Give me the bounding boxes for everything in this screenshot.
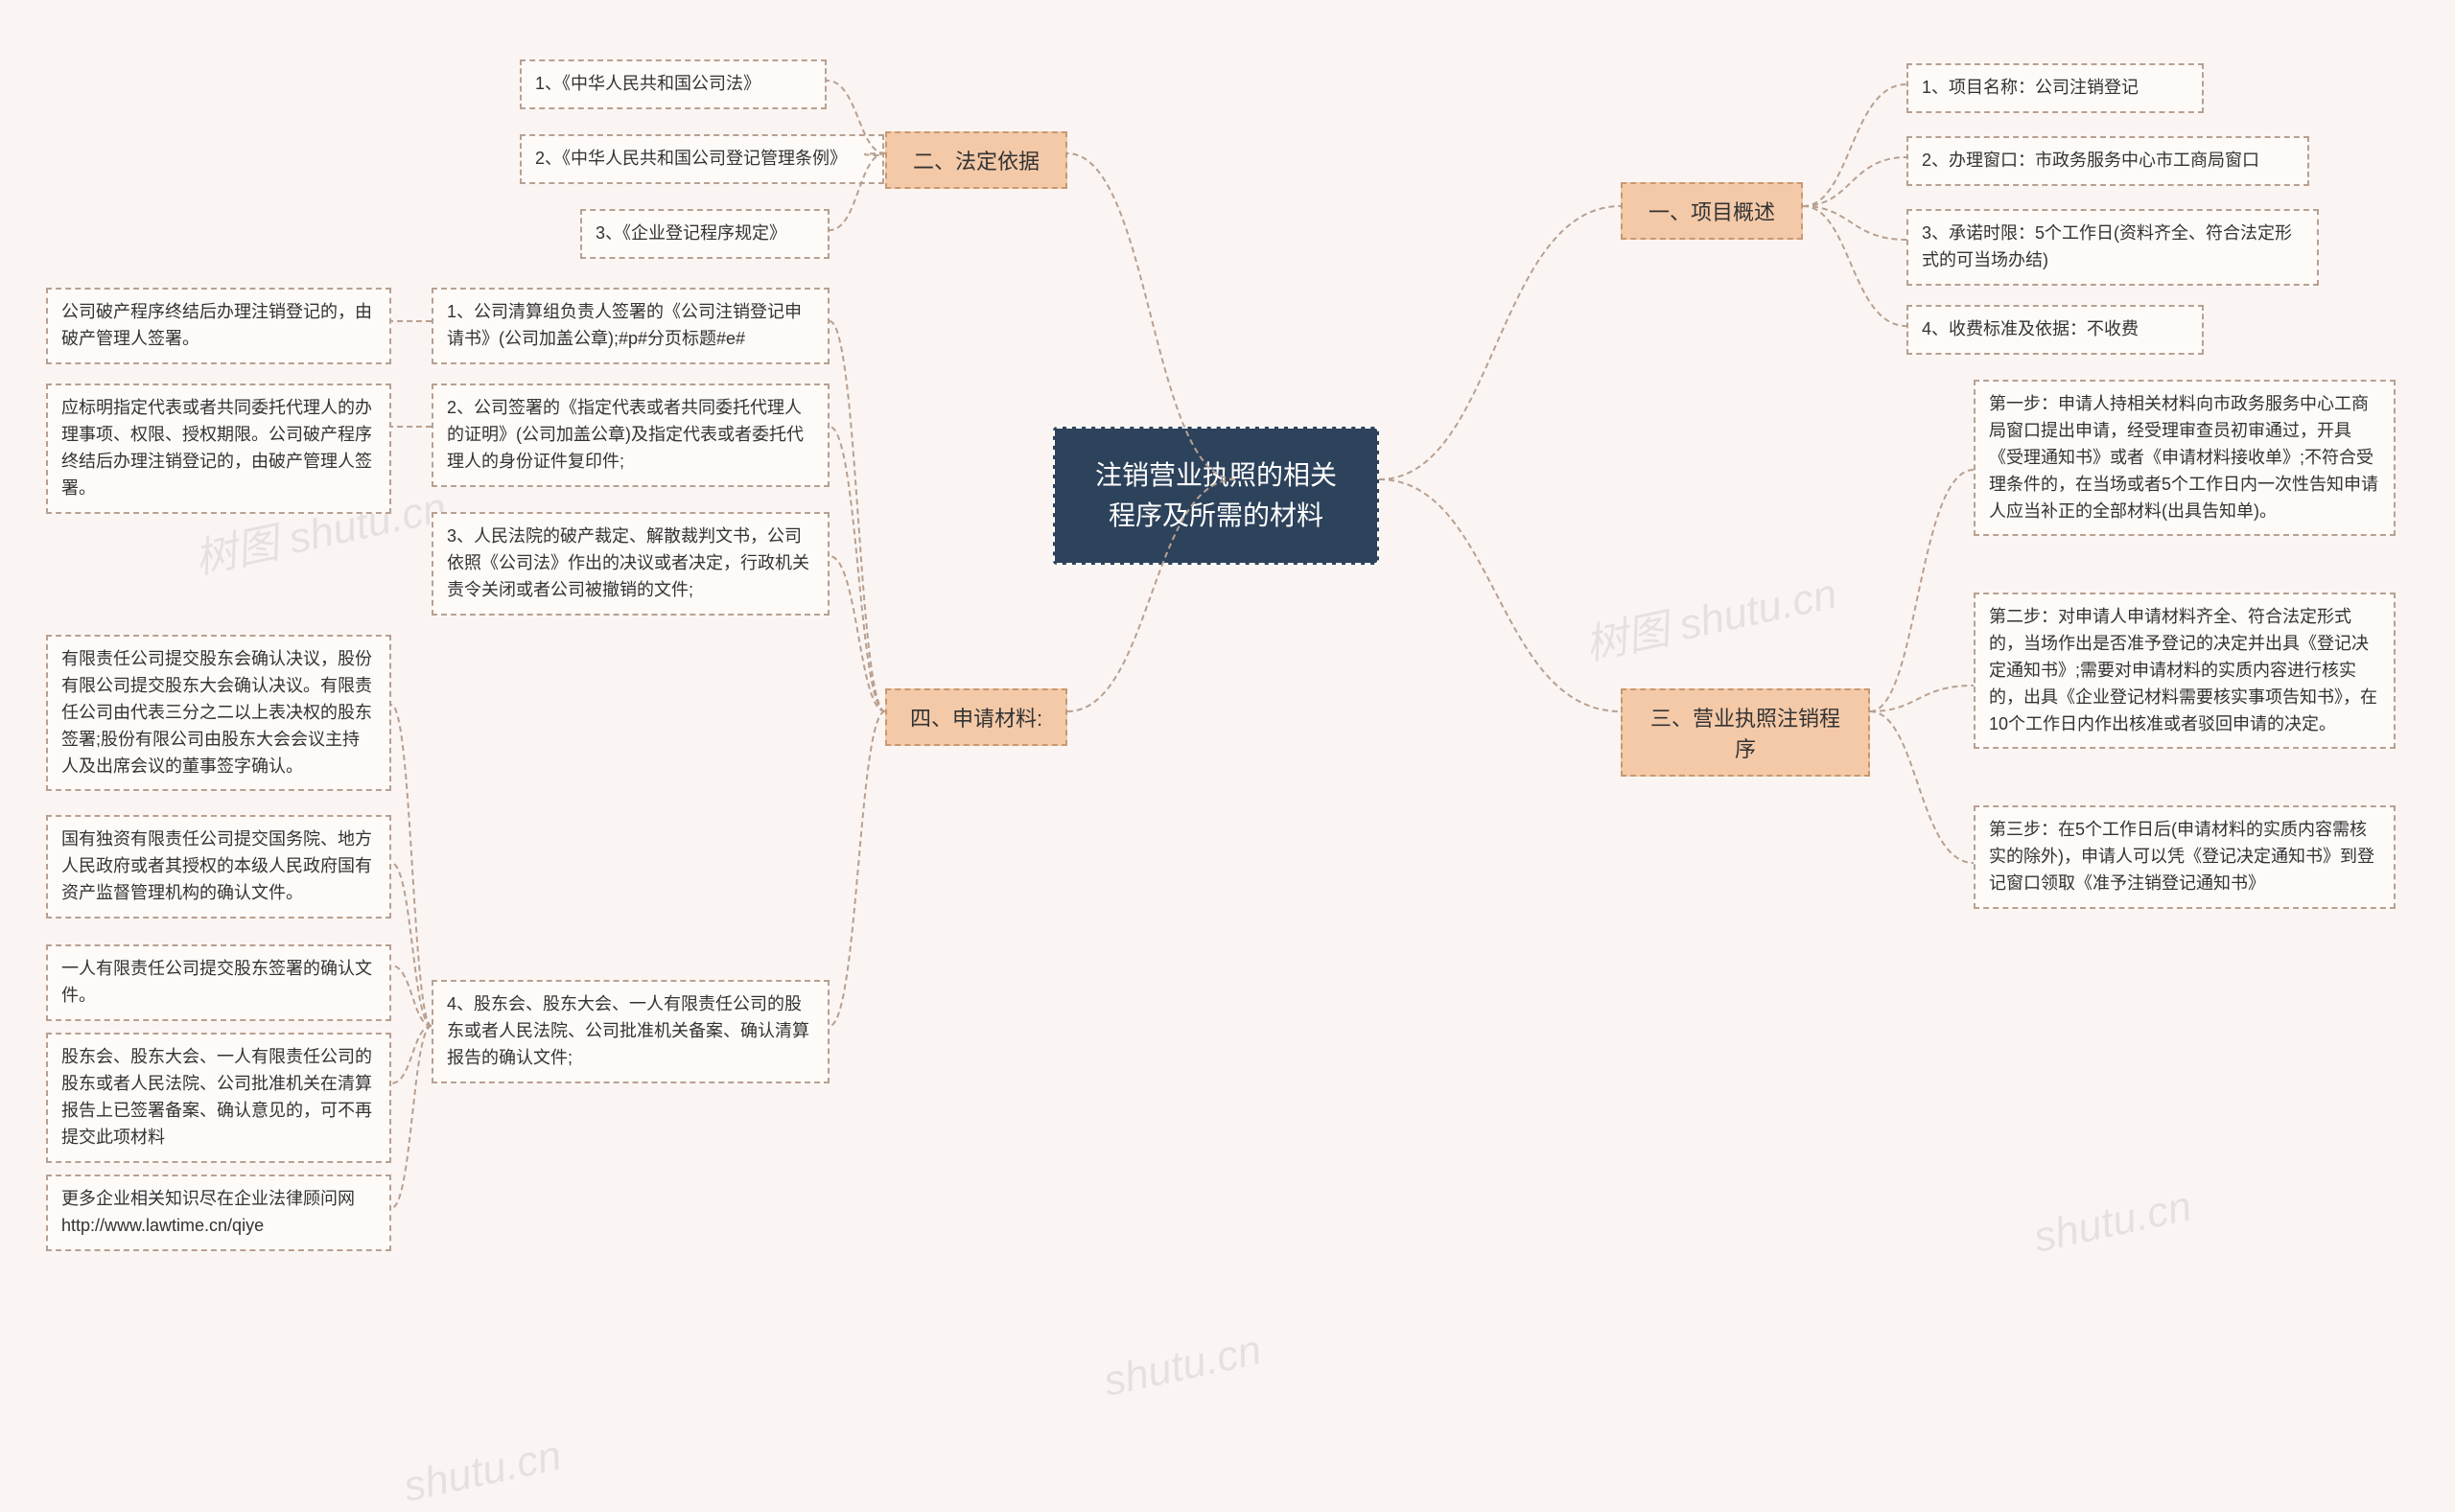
watermark: 树图 shutu.cn (1578, 559, 1841, 672)
leaf-text: 2、办理窗口：市政务服务中心市工商局窗口 (1922, 151, 2259, 170)
leaf-b1-3: 3、承诺时限：5个工作日(资料齐全、符合法定形式的可当场办结) (1906, 209, 2319, 286)
leaf-b4-4e: 更多企业相关知识尽在企业法律顾问网http://www.lawtime.cn/q… (46, 1175, 391, 1251)
leaf-text: 3、承诺时限：5个工作日(资料齐全、符合法定形式的可当场办结) (1922, 223, 2292, 269)
branch-3-label: 三、营业执照注销程序 (1650, 707, 1840, 761)
watermark: shutu.cn (1100, 1326, 1266, 1406)
leaf-text: 国有独资有限责任公司提交国务院、地方人民政府或者其授权的本级人民政府国有资产监督… (61, 829, 372, 902)
leaf-b1-4: 4、收费标准及依据：不收费 (1906, 305, 2204, 355)
leaf-b1-2: 2、办理窗口：市政务服务中心市工商局窗口 (1906, 136, 2309, 186)
leaf-text: 1、项目名称：公司注销登记 (1922, 78, 2139, 97)
leaf-b2-2: 2、《中华人民共和国公司登记管理条例》 (520, 134, 884, 184)
leaf-text: 1、《中华人民共和国公司法》 (535, 74, 760, 93)
leaf-text: 2、公司签署的《指定代表或者共同委托代理人的证明》(公司加盖公章)及指定代表或者… (447, 398, 804, 471)
leaf-text: 有限责任公司提交股东会确认决议，股份有限公司提交股东大会确认决议。有限责任公司由… (61, 649, 372, 776)
leaf-text: 第二步：对申请人申请材料齐全、符合法定形式的，当场作出是否准予登记的决定并出具《… (1989, 607, 2377, 733)
leaf-b1-1: 1、项目名称：公司注销登记 (1906, 63, 2204, 113)
leaf-b4-1: 1、公司清算组负责人签署的《公司注销登记申请书》(公司加盖公章);#p#分页标题… (432, 288, 830, 364)
leaf-text: 3、人民法院的破产裁定、解散裁判文书，公司依照《公司法》作出的决议或者决定，行政… (447, 526, 809, 599)
branch-1-label: 一、项目概述 (1648, 200, 1775, 224)
watermark: shutu.cn (400, 1431, 566, 1511)
leaf-b3-1: 第一步：申请人持相关材料向市政务服务中心工商局窗口提出申请，经受理审查员初审通过… (1974, 380, 2396, 536)
leaf-text: 股东会、股东大会、一人有限责任公司的股东或者人民法院、公司批准机关在清算报告上已… (61, 1047, 372, 1147)
leaf-text: 公司破产程序终结后办理注销登记的，由破产管理人签署。 (61, 302, 372, 348)
leaf-text: 4、股东会、股东大会、一人有限责任公司的股东或者人民法院、公司批准机关备案、确认… (447, 994, 809, 1067)
branch-2-label: 二、法定依据 (913, 150, 1040, 174)
watermark: shutu.cn (2030, 1182, 2196, 1262)
leaf-text: 第一步：申请人持相关材料向市政务服务中心工商局窗口提出申请，经受理审查员初审通过… (1989, 394, 2378, 521)
leaf-b4-4d: 股东会、股东大会、一人有限责任公司的股东或者人民法院、公司批准机关在清算报告上已… (46, 1033, 391, 1163)
leaf-b3-3: 第三步：在5个工作日后(申请材料的实质内容需核实的除外)，申请人可以凭《登记决定… (1974, 805, 2396, 909)
leaf-text: 1、公司清算组负责人签署的《公司注销登记申请书》(公司加盖公章);#p#分页标题… (447, 302, 802, 348)
leaf-b4-1a: 公司破产程序终结后办理注销登记的，由破产管理人签署。 (46, 288, 391, 364)
branch-4: 四、申请材料: (885, 688, 1067, 746)
leaf-text: 3、《企业登记程序规定》 (596, 223, 786, 243)
leaf-b4-4b: 国有独资有限责任公司提交国务院、地方人民政府或者其授权的本级人民政府国有资产监督… (46, 815, 391, 919)
leaf-b4-4a: 有限责任公司提交股东会确认决议，股份有限公司提交股东大会确认决议。有限责任公司由… (46, 635, 391, 791)
leaf-text: 应标明指定代表或者共同委托代理人的办理事项、权限、授权期限。公司破产程序终结后办… (61, 398, 372, 498)
leaf-text: 4、收费标准及依据：不收费 (1922, 319, 2139, 338)
root-text: 注销营业执照的相关程序及所需的材料 (1095, 460, 1337, 530)
branch-2: 二、法定依据 (885, 131, 1067, 189)
leaf-text: 一人有限责任公司提交股东签署的确认文件。 (61, 959, 372, 1005)
root-node: 注销营业执照的相关程序及所需的材料 (1053, 427, 1379, 565)
leaf-text: 第三步：在5个工作日后(申请材料的实质内容需核实的除外)，申请人可以凭《登记决定… (1989, 820, 2374, 893)
branch-4-label: 四、申请材料: (910, 707, 1042, 731)
leaf-b4-2a: 应标明指定代表或者共同委托代理人的办理事项、权限、授权期限。公司破产程序终结后办… (46, 384, 391, 514)
leaf-b4-2: 2、公司签署的《指定代表或者共同委托代理人的证明》(公司加盖公章)及指定代表或者… (432, 384, 830, 487)
leaf-b2-3: 3、《企业登记程序规定》 (580, 209, 830, 259)
leaf-text: 更多企业相关知识尽在企业法律顾问网http://www.lawtime.cn/q… (61, 1189, 355, 1235)
branch-3: 三、营业执照注销程序 (1621, 688, 1870, 777)
leaf-b3-2: 第二步：对申请人申请材料齐全、符合法定形式的，当场作出是否准予登记的决定并出具《… (1974, 593, 2396, 749)
leaf-b2-1: 1、《中华人民共和国公司法》 (520, 59, 827, 109)
leaf-b4-4: 4、股东会、股东大会、一人有限责任公司的股东或者人民法院、公司批准机关备案、确认… (432, 980, 830, 1083)
leaf-b4-3: 3、人民法院的破产裁定、解散裁判文书，公司依照《公司法》作出的决议或者决定，行政… (432, 512, 830, 616)
branch-1: 一、项目概述 (1621, 182, 1803, 240)
leaf-text: 2、《中华人民共和国公司登记管理条例》 (535, 149, 847, 168)
leaf-b4-4c: 一人有限责任公司提交股东签署的确认文件。 (46, 944, 391, 1021)
